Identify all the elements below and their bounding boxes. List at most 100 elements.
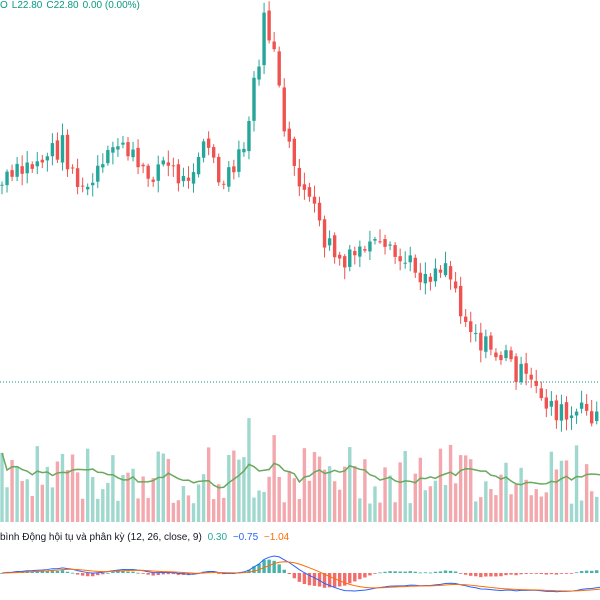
macd-histogram-bar [101, 573, 105, 575]
volume-bar [494, 495, 498, 522]
macd-histogram [0, 559, 599, 588]
volume-bar [519, 467, 523, 522]
macd-histogram-bar [317, 573, 322, 587]
candle-body [181, 176, 186, 182]
candle-body [509, 350, 513, 360]
macd-histogram-bar [433, 571, 438, 573]
macd-histogram-bar [469, 573, 473, 576]
volume-bar [91, 477, 95, 522]
volume-bar [30, 495, 34, 522]
volume-bar [418, 457, 423, 522]
macd-histogram-bar [257, 563, 261, 573]
candle-body [307, 187, 312, 197]
candle-body [458, 285, 463, 317]
candle-body [45, 156, 50, 161]
volume-bar [549, 451, 554, 522]
macd-histogram-bar [519, 573, 523, 575]
volume-bar [479, 497, 483, 522]
volume-bar [126, 472, 130, 522]
candle-body [479, 332, 483, 351]
volume-bar [574, 445, 579, 522]
macd-histogram-bar [166, 573, 171, 575]
volume-bar [443, 485, 448, 522]
candle-body [469, 321, 473, 333]
volume-bar [176, 500, 181, 522]
volume-bar [368, 503, 372, 522]
candle-body [191, 172, 196, 184]
macd-histogram-bar [428, 572, 433, 574]
candle-body [196, 156, 201, 175]
candle-body [96, 165, 100, 182]
candle-body [353, 251, 357, 256]
volume-bar [595, 496, 599, 522]
macd-histogram-bar [514, 573, 518, 576]
candle-body [136, 147, 140, 168]
volume-bar [35, 446, 39, 522]
macd-histogram-bar [176, 573, 181, 575]
volume-bar [383, 467, 387, 522]
macd-histogram-bar [146, 573, 150, 575]
candle-body [529, 374, 533, 380]
candle-body [398, 256, 402, 262]
volume-bar [499, 474, 503, 522]
volume-bar [121, 475, 125, 522]
candle-body [534, 380, 538, 386]
candle-body [116, 146, 120, 150]
macd-histogram-bar [45, 570, 50, 573]
volume-bar [534, 489, 538, 522]
macd-histogram-bar [458, 573, 463, 574]
macd-histogram-value: 0.30 [207, 532, 228, 543]
volume-bar [307, 480, 312, 522]
volume-bar [25, 479, 29, 522]
macd-histogram-bar [40, 571, 45, 573]
macd-histogram-bar [579, 571, 584, 573]
volume-bar [353, 465, 357, 522]
candle-body [262, 12, 266, 66]
volume-bar [106, 482, 110, 522]
volume-bar [504, 462, 508, 522]
macd-line-value: −0.75 [232, 532, 259, 543]
volume-bar [111, 455, 115, 522]
macd-histogram-bar [363, 573, 367, 578]
candle-body [232, 166, 236, 173]
volume-bar [428, 486, 433, 522]
candle-body [60, 135, 65, 163]
candle-body [156, 164, 160, 181]
candle-body [257, 66, 261, 80]
candle-body [343, 256, 347, 268]
volume-bar [75, 472, 80, 522]
macd-histogram-bar [141, 573, 145, 574]
candle-body [428, 276, 433, 282]
macd-histogram-bar [574, 572, 579, 574]
macd-histogram-bar [378, 572, 382, 574]
macd-histogram-bar [252, 566, 256, 573]
macd-histogram-bar [448, 570, 453, 573]
candle-body [131, 149, 135, 158]
volume-bar [277, 476, 281, 522]
candle-body [151, 179, 155, 182]
macd-histogram-bar [398, 571, 402, 573]
macd-histogram-bar [489, 573, 493, 577]
candle-body [474, 333, 478, 335]
macd-histogram-bar [499, 573, 503, 577]
volume-bar [398, 462, 402, 522]
macd-histogram-bar [126, 571, 130, 573]
macd-histogram-bar [564, 573, 569, 574]
candle-body [297, 167, 302, 187]
volume-bar [206, 447, 211, 522]
volume-bar [358, 498, 362, 522]
candle-body [322, 219, 327, 248]
macd-histogram-bar [247, 569, 251, 573]
macd-histogram-bar [322, 573, 327, 588]
candle-body [358, 246, 362, 257]
macd-histogram-bar [297, 573, 302, 582]
volume-bar [201, 474, 206, 522]
macd-histogram-bar [549, 573, 554, 575]
volume-bar [10, 460, 14, 522]
candle-body [70, 167, 75, 169]
legend-change: 0.00 (0.00%) [82, 0, 140, 11]
volume-bar [458, 455, 463, 522]
macd-histogram-bar [91, 573, 95, 577]
candlestick-series [0, 1, 599, 432]
